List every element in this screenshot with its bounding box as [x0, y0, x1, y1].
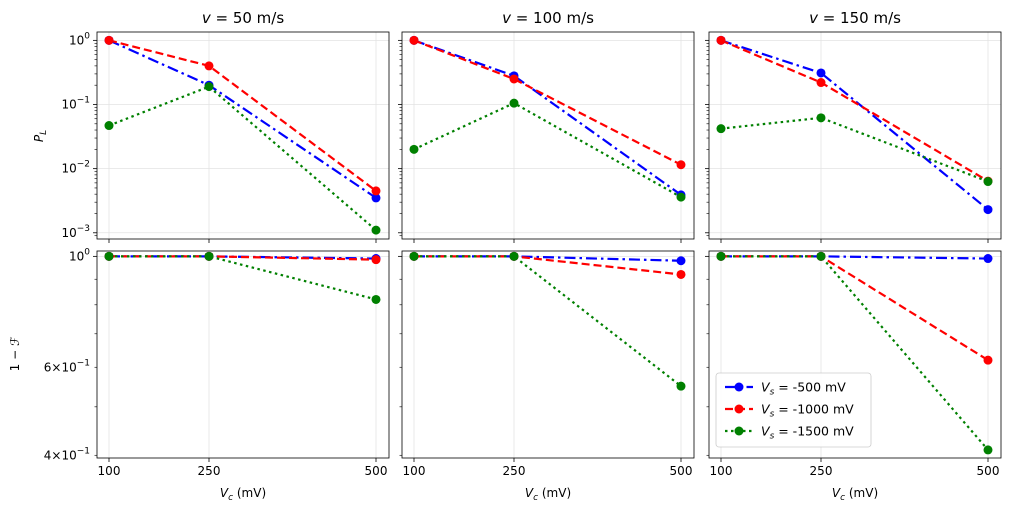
data-point — [716, 124, 726, 134]
x-axis-label: Vc (mV) — [220, 486, 266, 503]
data-point — [716, 35, 726, 45]
data-point — [676, 269, 686, 279]
legend-frame — [715, 372, 872, 448]
data-point — [816, 251, 826, 261]
panel-r0-c1 — [398, 31, 695, 243]
data-point — [676, 256, 686, 266]
panel-r0-c2 — [705, 31, 1002, 243]
y-tick-label: 10−3 — [61, 224, 90, 240]
x-tick-label: 500 — [365, 464, 388, 478]
series-line — [720, 39, 989, 211]
data-point — [409, 144, 419, 154]
panel-r1-c1 — [398, 250, 695, 462]
data-point — [676, 381, 686, 391]
legend-marker — [734, 404, 744, 414]
data-point — [409, 35, 419, 45]
y-axis-label-top: PL — [32, 130, 49, 142]
legend-marker — [734, 382, 744, 392]
data-point — [716, 251, 726, 261]
data-point — [104, 35, 114, 45]
data-point — [371, 225, 381, 235]
y-tick-label: 4×10−1 — [44, 446, 90, 462]
data-point — [983, 445, 993, 455]
panel-title: v = 50 m/s — [202, 9, 285, 27]
panel-frame — [96, 31, 390, 240]
y-tick-label: 100 — [69, 247, 90, 263]
series-line — [720, 39, 989, 183]
data-point — [104, 121, 114, 131]
data-point — [204, 61, 214, 71]
x-tick-label: 250 — [810, 464, 833, 478]
x-tick-label: 250 — [503, 464, 526, 478]
series-line — [413, 39, 682, 196]
data-point — [509, 98, 519, 108]
x-tick-label: 250 — [198, 464, 221, 478]
series-line — [108, 85, 377, 231]
x-tick-label: 500 — [977, 464, 1000, 478]
panel-title: v = 150 m/s — [809, 9, 901, 27]
data-point — [371, 193, 381, 203]
data-point — [983, 177, 993, 187]
legend-label: Vs = -1500 mV — [761, 424, 854, 442]
data-point — [371, 294, 381, 304]
data-point — [204, 251, 214, 261]
panel-frame — [96, 250, 390, 459]
series-line — [721, 255, 989, 451]
legend-label: Vs = -1000 mV — [761, 402, 854, 420]
panel-r0-c0 — [93, 31, 390, 243]
y-tick-label: 10−2 — [61, 160, 90, 176]
data-point — [983, 254, 993, 264]
data-point — [104, 251, 114, 261]
x-tick-label: 500 — [670, 464, 693, 478]
data-point — [816, 113, 826, 123]
data-point — [204, 82, 214, 92]
series-line — [413, 101, 682, 199]
series-line — [109, 255, 377, 301]
x-axis-label: Vc (mV) — [832, 486, 878, 503]
series-line — [721, 255, 989, 362]
data-point — [816, 68, 826, 78]
y-tick-label: 100 — [69, 31, 90, 47]
series-line — [414, 255, 682, 276]
x-tick-label: 100 — [403, 464, 426, 478]
series-line — [414, 255, 682, 388]
series-line — [108, 39, 377, 199]
legend-marker — [734, 426, 744, 436]
data-point — [509, 74, 519, 84]
series-line — [109, 255, 377, 261]
data-point — [983, 355, 993, 365]
panel-frame — [708, 250, 1002, 459]
series-line — [413, 39, 682, 166]
panel-r1-c0 — [93, 250, 390, 462]
y-tick-label: 10−1 — [61, 96, 90, 112]
y-axis-label-bottom: 1 − ℱ — [8, 336, 22, 371]
y-tick-label: 6×10−1 — [44, 358, 90, 374]
panel-title: v = 100 m/s — [502, 9, 594, 27]
x-tick-label: 100 — [710, 464, 733, 478]
panel-frame — [401, 250, 695, 459]
data-point — [983, 205, 993, 215]
legend-label: Vs = -500 mV — [761, 380, 846, 398]
data-point — [816, 78, 826, 88]
data-point — [371, 255, 381, 265]
data-point — [509, 251, 519, 261]
panel-frame — [401, 31, 695, 240]
x-tick-label: 100 — [98, 464, 121, 478]
x-axis-label: Vc (mV) — [525, 486, 571, 503]
data-point — [676, 160, 686, 170]
data-point — [371, 186, 381, 196]
data-point — [676, 192, 686, 202]
data-point — [409, 251, 419, 261]
series-line — [720, 116, 989, 183]
panel-frame — [708, 31, 1002, 240]
legend: Vs = -500 mV Vs = -1000 mV Vs = -1500 mV — [715, 372, 872, 448]
